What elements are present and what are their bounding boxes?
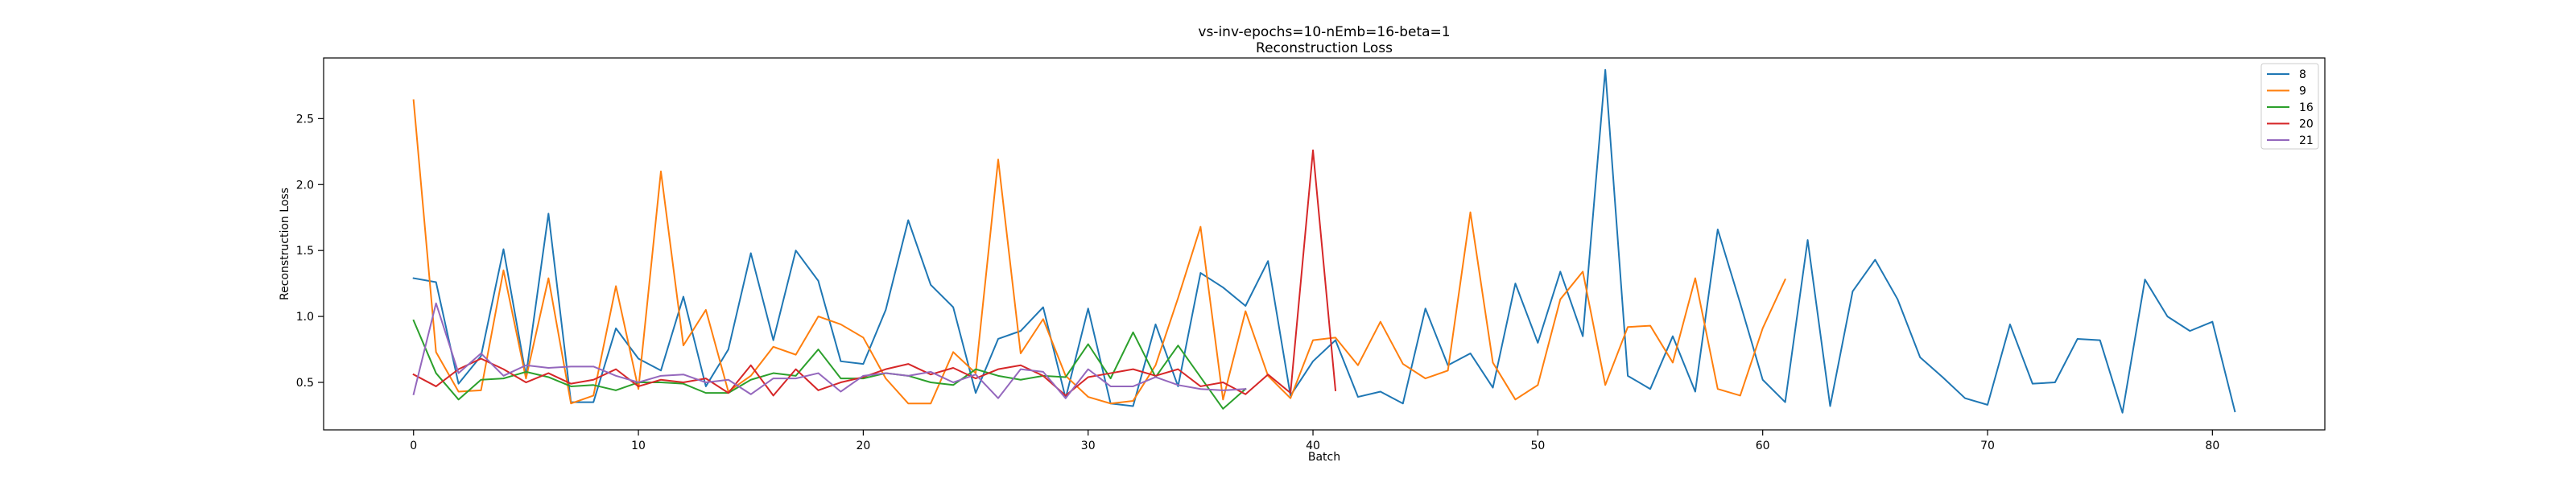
series-layer <box>412 68 2236 414</box>
legend-label-21: 21 <box>2299 134 2314 147</box>
x-tick-label: 30 <box>1081 440 1096 452</box>
legend: 8 9 16 20 21 <box>2260 63 2319 150</box>
series-line-16 <box>412 319 1247 410</box>
y-axis-label: Reconstruction Loss <box>279 188 291 300</box>
plot-area <box>324 58 2325 430</box>
chart-subtitle: Reconstruction Loss <box>1256 40 1393 56</box>
legend-label-8: 8 <box>2299 68 2306 81</box>
series-line-21 <box>412 302 1247 399</box>
y-tick-label: 1.0 <box>296 311 314 324</box>
series-line-9 <box>412 99 1786 405</box>
x-tick-label: 40 <box>1306 440 1320 452</box>
y-tick-label: 2.5 <box>296 113 314 126</box>
y-tick-label: 1.5 <box>296 245 314 258</box>
x-tick-label: 0 <box>410 440 417 452</box>
y-tick-label: 0.5 <box>296 377 314 390</box>
chart-title: vs-inv-epochs=10-nEmb=16-beta=1 <box>1198 24 1450 40</box>
legend-label-16: 16 <box>2299 101 2314 114</box>
series-line-20 <box>412 149 1337 397</box>
x-tick-label: 50 <box>1530 440 1545 452</box>
x-tick-label: 20 <box>856 440 870 452</box>
x-tick-label: 10 <box>631 440 646 452</box>
series-line-8 <box>412 68 2236 414</box>
legend-box <box>2260 63 2319 150</box>
x-axis-ticks: 0 10 20 30 40 50 60 70 80 <box>410 430 2219 452</box>
x-tick-label: 70 <box>1980 440 1995 452</box>
x-axis-label: Batch <box>1308 451 1340 464</box>
y-tick-label: 2.0 <box>296 179 314 192</box>
y-axis-ticks: 0.5 1.0 1.5 2.0 2.5 <box>296 113 324 390</box>
x-tick-label: 60 <box>1756 440 1770 452</box>
legend-label-20: 20 <box>2299 118 2314 131</box>
x-tick-label: 80 <box>2205 440 2219 452</box>
plot-frame <box>323 57 2326 431</box>
legend-label-9: 9 <box>2299 85 2306 98</box>
